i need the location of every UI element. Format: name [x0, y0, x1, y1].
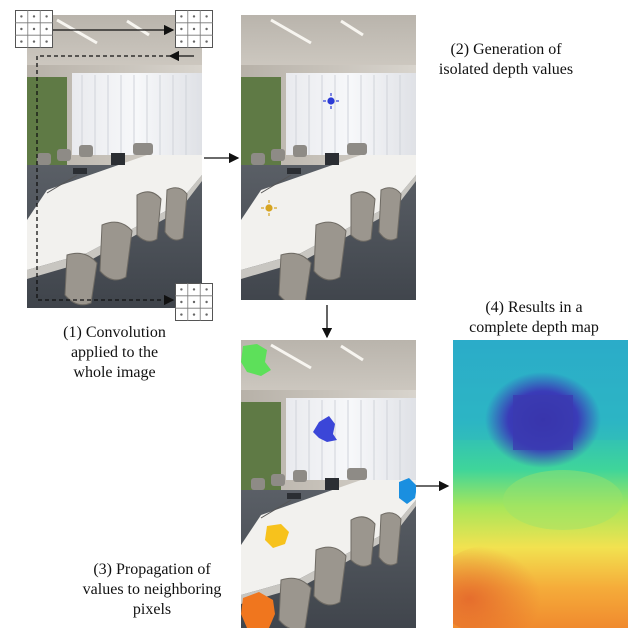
- blob-cyan: [399, 478, 416, 504]
- kernel-grid-icon: [15, 10, 53, 48]
- blob-orange: [241, 592, 275, 628]
- kernel-grid-icon: [175, 283, 213, 321]
- caption-line: (4) Results in a: [485, 299, 583, 316]
- depth-marker-blue: [323, 93, 339, 109]
- step-3-caption: (3) Propagation of values to neighboring…: [62, 560, 242, 620]
- caption-line: (1) Convolution: [63, 324, 166, 341]
- caption-line: applied to the: [70, 344, 159, 361]
- depth-marker-yellow: [261, 200, 277, 216]
- caption-line: complete depth map: [469, 319, 599, 336]
- caption-line: values to neighboring: [82, 581, 222, 598]
- caption-line: pixels: [132, 601, 172, 618]
- step-2-caption: (2) Generation of isolated depth values: [416, 40, 596, 80]
- caption-line: isolated depth values: [438, 61, 574, 78]
- depth-map: [453, 340, 628, 628]
- caption-line: (2) Generation of: [450, 41, 562, 58]
- step-4-caption: (4) Results in a complete depth map: [440, 298, 628, 338]
- caption-line: (3) Propagation of: [93, 561, 211, 578]
- caption-line: whole image: [73, 364, 156, 381]
- photo-propagated-depth: [241, 340, 416, 628]
- step-1-caption: (1) Convolution applied to the whole ima…: [27, 323, 202, 383]
- blob-blue: [313, 416, 337, 442]
- photo-sparse-depth: [241, 15, 416, 300]
- dashed-path: [36, 55, 175, 306]
- blob-green: [241, 344, 271, 376]
- blob-yellow: [265, 524, 289, 548]
- kernel-grid-icon: [175, 10, 213, 48]
